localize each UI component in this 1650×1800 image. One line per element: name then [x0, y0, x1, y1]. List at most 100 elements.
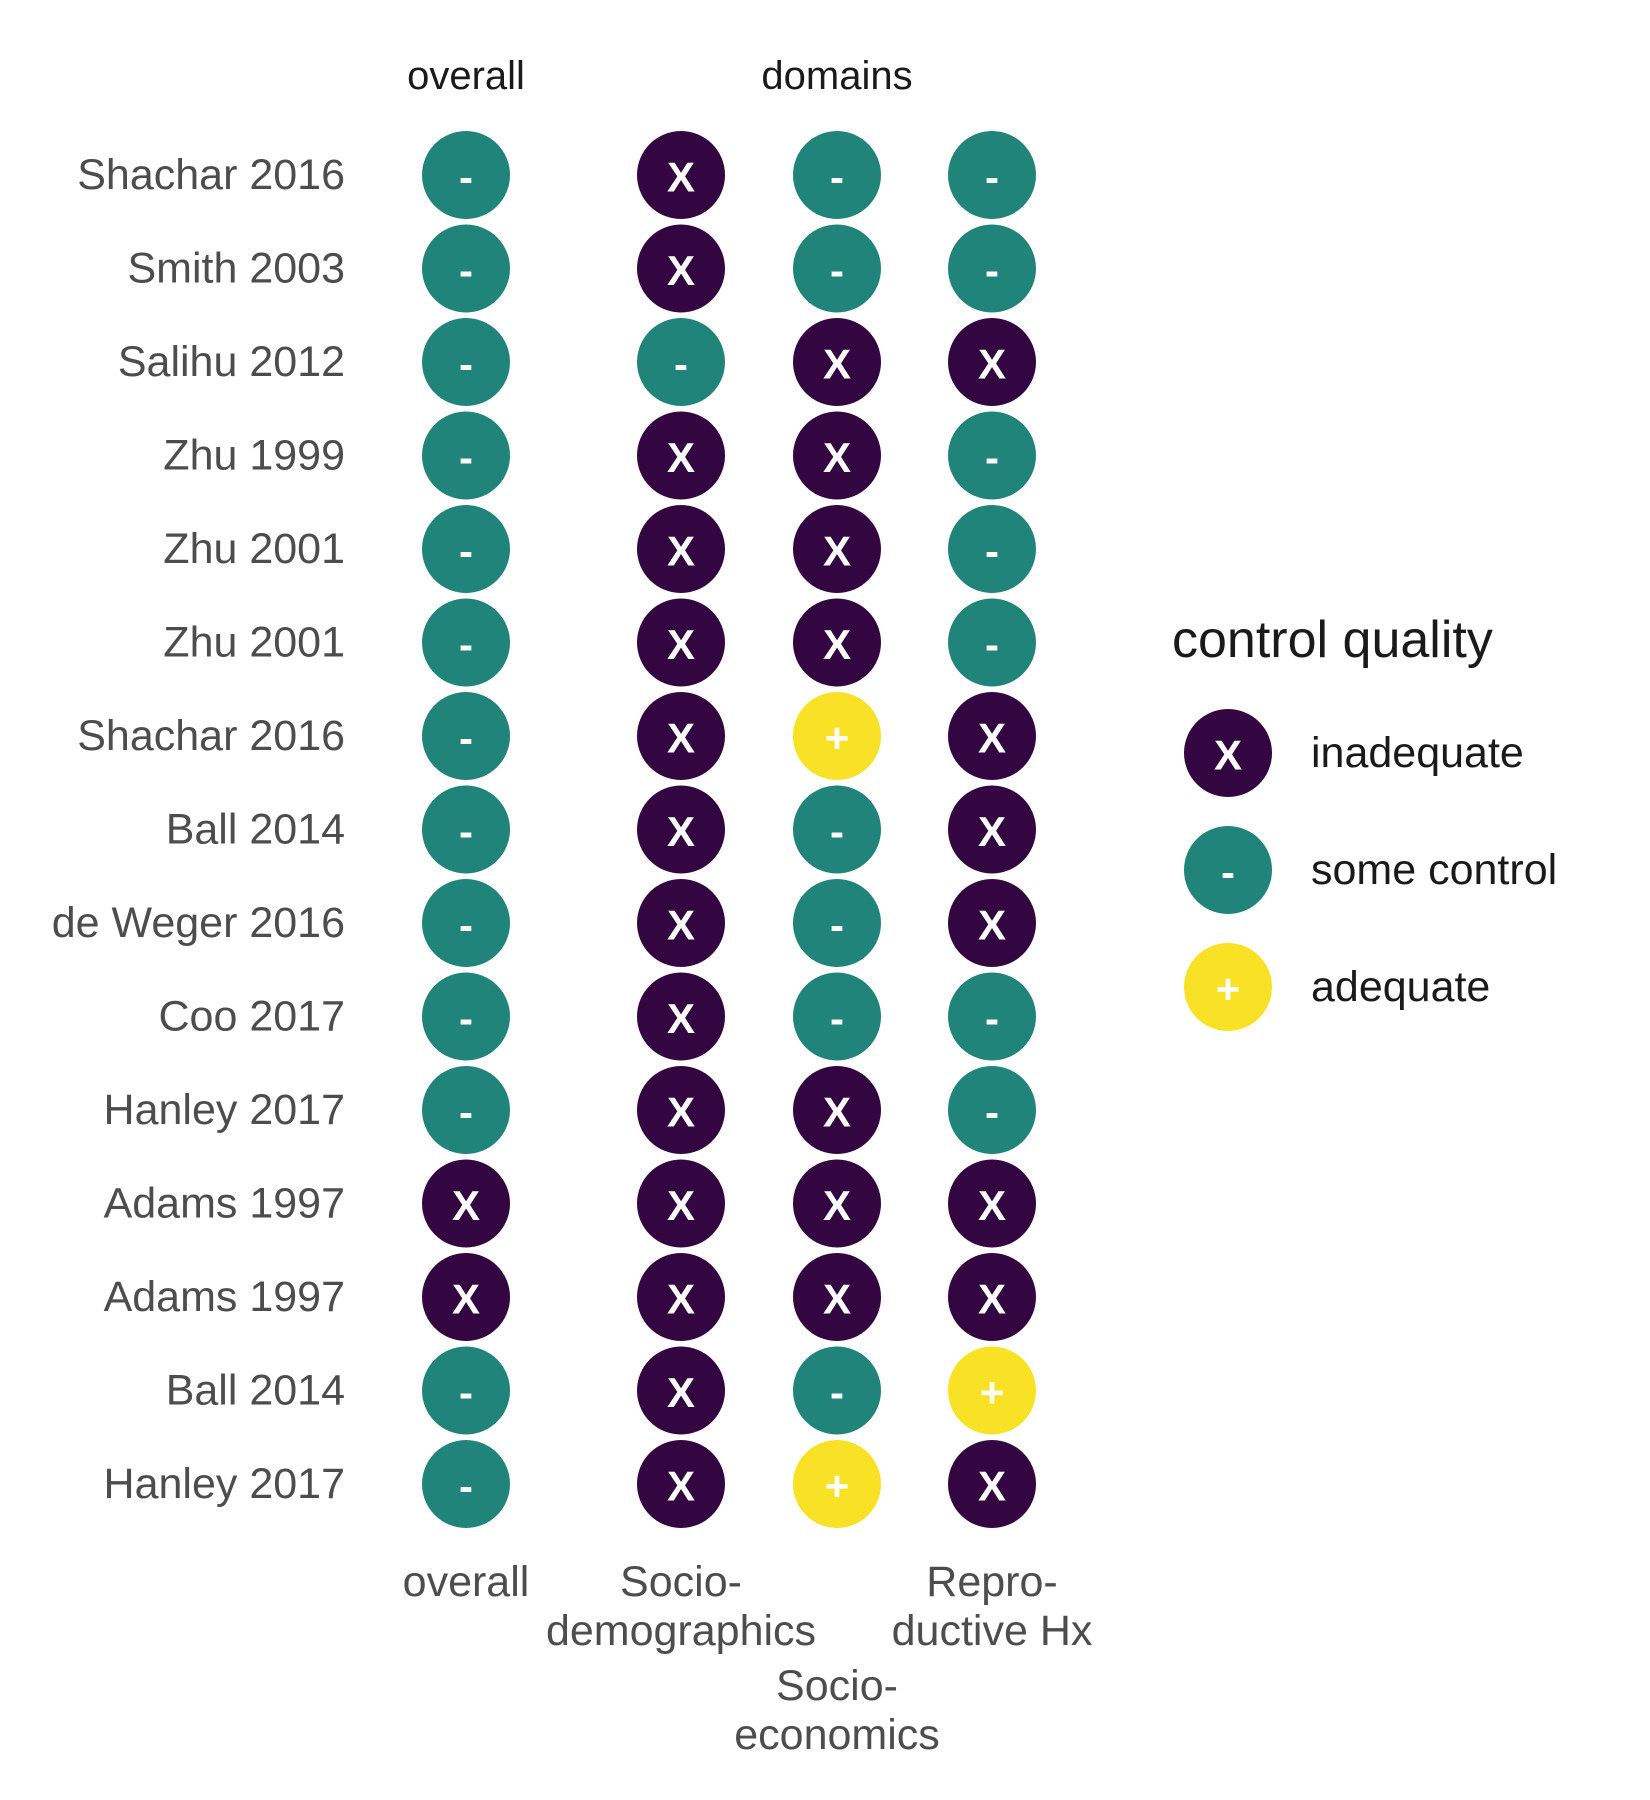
- dot-symbol: X: [667, 1276, 695, 1323]
- quality-dot-some-control: -: [422, 692, 510, 780]
- column-label-reproductive-hx: Repro-: [926, 1558, 1057, 1606]
- quality-dot-inadequate: X: [793, 598, 881, 687]
- dot-circle: [422, 505, 510, 593]
- column-label-overall: overall: [403, 1558, 530, 1606]
- quality-dot-inadequate: X: [637, 785, 725, 874]
- row-label: Coo 2017: [159, 993, 346, 1041]
- facet-title-overall: overall: [407, 54, 525, 98]
- quality-dot-inadequate: X: [637, 1440, 725, 1528]
- dot-symbol: X: [667, 715, 695, 762]
- dot-circle: [793, 972, 881, 1061]
- dot-circle: [948, 411, 1036, 500]
- quality-dot-inadequate: X: [948, 1159, 1036, 1248]
- dot-symbol: X: [978, 715, 1006, 762]
- quality-dot-inadequate: X: [948, 318, 1036, 406]
- dot-circle: [948, 598, 1036, 687]
- dot-symbol: X: [667, 1463, 695, 1510]
- row-label: Hanley 2017: [104, 1086, 345, 1134]
- dot-symbol: -: [459, 715, 473, 762]
- quality-dot-some-control: -: [793, 879, 881, 967]
- dot-circle: [637, 224, 725, 313]
- quality-dot-inadequate: X: [637, 692, 725, 780]
- row-label: Smith 2003: [127, 245, 345, 293]
- dot-circle: [637, 505, 725, 593]
- dot-circle: [637, 1253, 725, 1341]
- quality-dot-some-control: -: [793, 785, 881, 874]
- dot-symbol: X: [667, 808, 695, 855]
- dot-symbol: -: [459, 154, 473, 201]
- dot-circle: [793, 1346, 881, 1435]
- dot-symbol: -: [830, 808, 844, 855]
- dot-symbol: -: [830, 995, 844, 1042]
- quality-dot-inadequate: X: [948, 692, 1036, 780]
- dot-circle: [793, 1253, 881, 1341]
- dot-circle: [637, 598, 725, 687]
- dot-symbol: -: [459, 621, 473, 668]
- quality-dot-inadequate: X: [637, 1159, 725, 1248]
- quality-dot-inadequate: X: [793, 411, 881, 500]
- column-label-socio-economics: economics: [734, 1711, 940, 1759]
- dot-circle: [793, 692, 881, 780]
- quality-dot-inadequate: X: [637, 598, 725, 687]
- quality-dot-adequate: +: [948, 1346, 1036, 1435]
- quality-dot-adequate: +: [793, 692, 881, 780]
- dot-circle: [637, 131, 725, 219]
- dot-circle: [637, 318, 725, 406]
- legend-key-symbol: -: [1221, 849, 1235, 896]
- dot-circle: [793, 785, 881, 874]
- dot-circle: [948, 879, 1036, 967]
- dot-circle: [637, 411, 725, 500]
- row-label: Shachar 2016: [77, 151, 345, 199]
- quality-dot-some-control: -: [422, 505, 510, 593]
- dot-circle: [637, 972, 725, 1061]
- dot-symbol: X: [452, 1182, 480, 1229]
- legend-label: inadequate: [1311, 729, 1524, 777]
- dot-circle: [422, 1346, 510, 1435]
- legend-title: control quality: [1172, 611, 1493, 669]
- quality-dot-some-control: -: [793, 224, 881, 313]
- quality-dot-inadequate: X: [637, 1253, 725, 1341]
- dot-symbol: -: [830, 902, 844, 949]
- dot-circle: [948, 224, 1036, 313]
- dot-symbol: -: [830, 1369, 844, 1416]
- quality-dot-some-control: -: [422, 1066, 510, 1154]
- column-label-socio-demographics: demographics: [546, 1607, 816, 1655]
- dot-circle: [637, 785, 725, 874]
- row-label: Ball 2014: [166, 1367, 345, 1415]
- quality-dot-inadequate: X: [793, 505, 881, 593]
- dot-symbol: X: [823, 528, 851, 575]
- dot-circle: [793, 318, 881, 406]
- dot-symbol: X: [667, 1089, 695, 1136]
- row-label: Zhu 1999: [163, 432, 345, 480]
- quality-dot-inadequate: X: [948, 1253, 1036, 1341]
- dot-symbol: X: [667, 154, 695, 201]
- quality-dot-inadequate: X: [637, 972, 725, 1061]
- dot-symbol: X: [667, 528, 695, 575]
- dot-symbol: X: [667, 1182, 695, 1229]
- quality-dot-some-control: -: [422, 318, 510, 406]
- quality-dot-some-control: -: [422, 131, 510, 219]
- dot-circle: [637, 1346, 725, 1435]
- quality-dot-inadequate: X: [793, 1253, 881, 1341]
- quality-dot-some-control: -: [793, 1346, 881, 1435]
- quality-dot-some-control: -: [793, 972, 881, 1061]
- row-labels: Shachar 2016 Smith 2003 Salihu 2012 Zhu 199…: [52, 151, 345, 1508]
- column-labels: overall Socio-demographicsSocio-economics…: [403, 1558, 1093, 1759]
- quality-dot-inadequate: X: [793, 318, 881, 406]
- row-label: Adams 1997: [104, 1180, 345, 1228]
- column-label-socio-economics: Socio-: [776, 1662, 898, 1710]
- quality-dot-inadequate: X: [637, 1346, 725, 1435]
- quality-dot-some-control: -: [422, 879, 510, 967]
- row-label: Shachar 2016: [77, 712, 345, 760]
- dot-symbol: X: [978, 1463, 1006, 1510]
- dot-circle: [637, 1066, 725, 1154]
- quality-dot-inadequate: X: [637, 131, 725, 219]
- quality-dot-inadequate: X: [948, 785, 1036, 874]
- quality-dot-some-control: -: [422, 972, 510, 1061]
- dot-symbol: X: [823, 1182, 851, 1229]
- dot-symbol: X: [823, 1276, 851, 1323]
- quality-dot-inadequate: X: [793, 1066, 881, 1154]
- row-label: Ball 2014: [166, 806, 345, 854]
- row-label: Salihu 2012: [118, 338, 345, 386]
